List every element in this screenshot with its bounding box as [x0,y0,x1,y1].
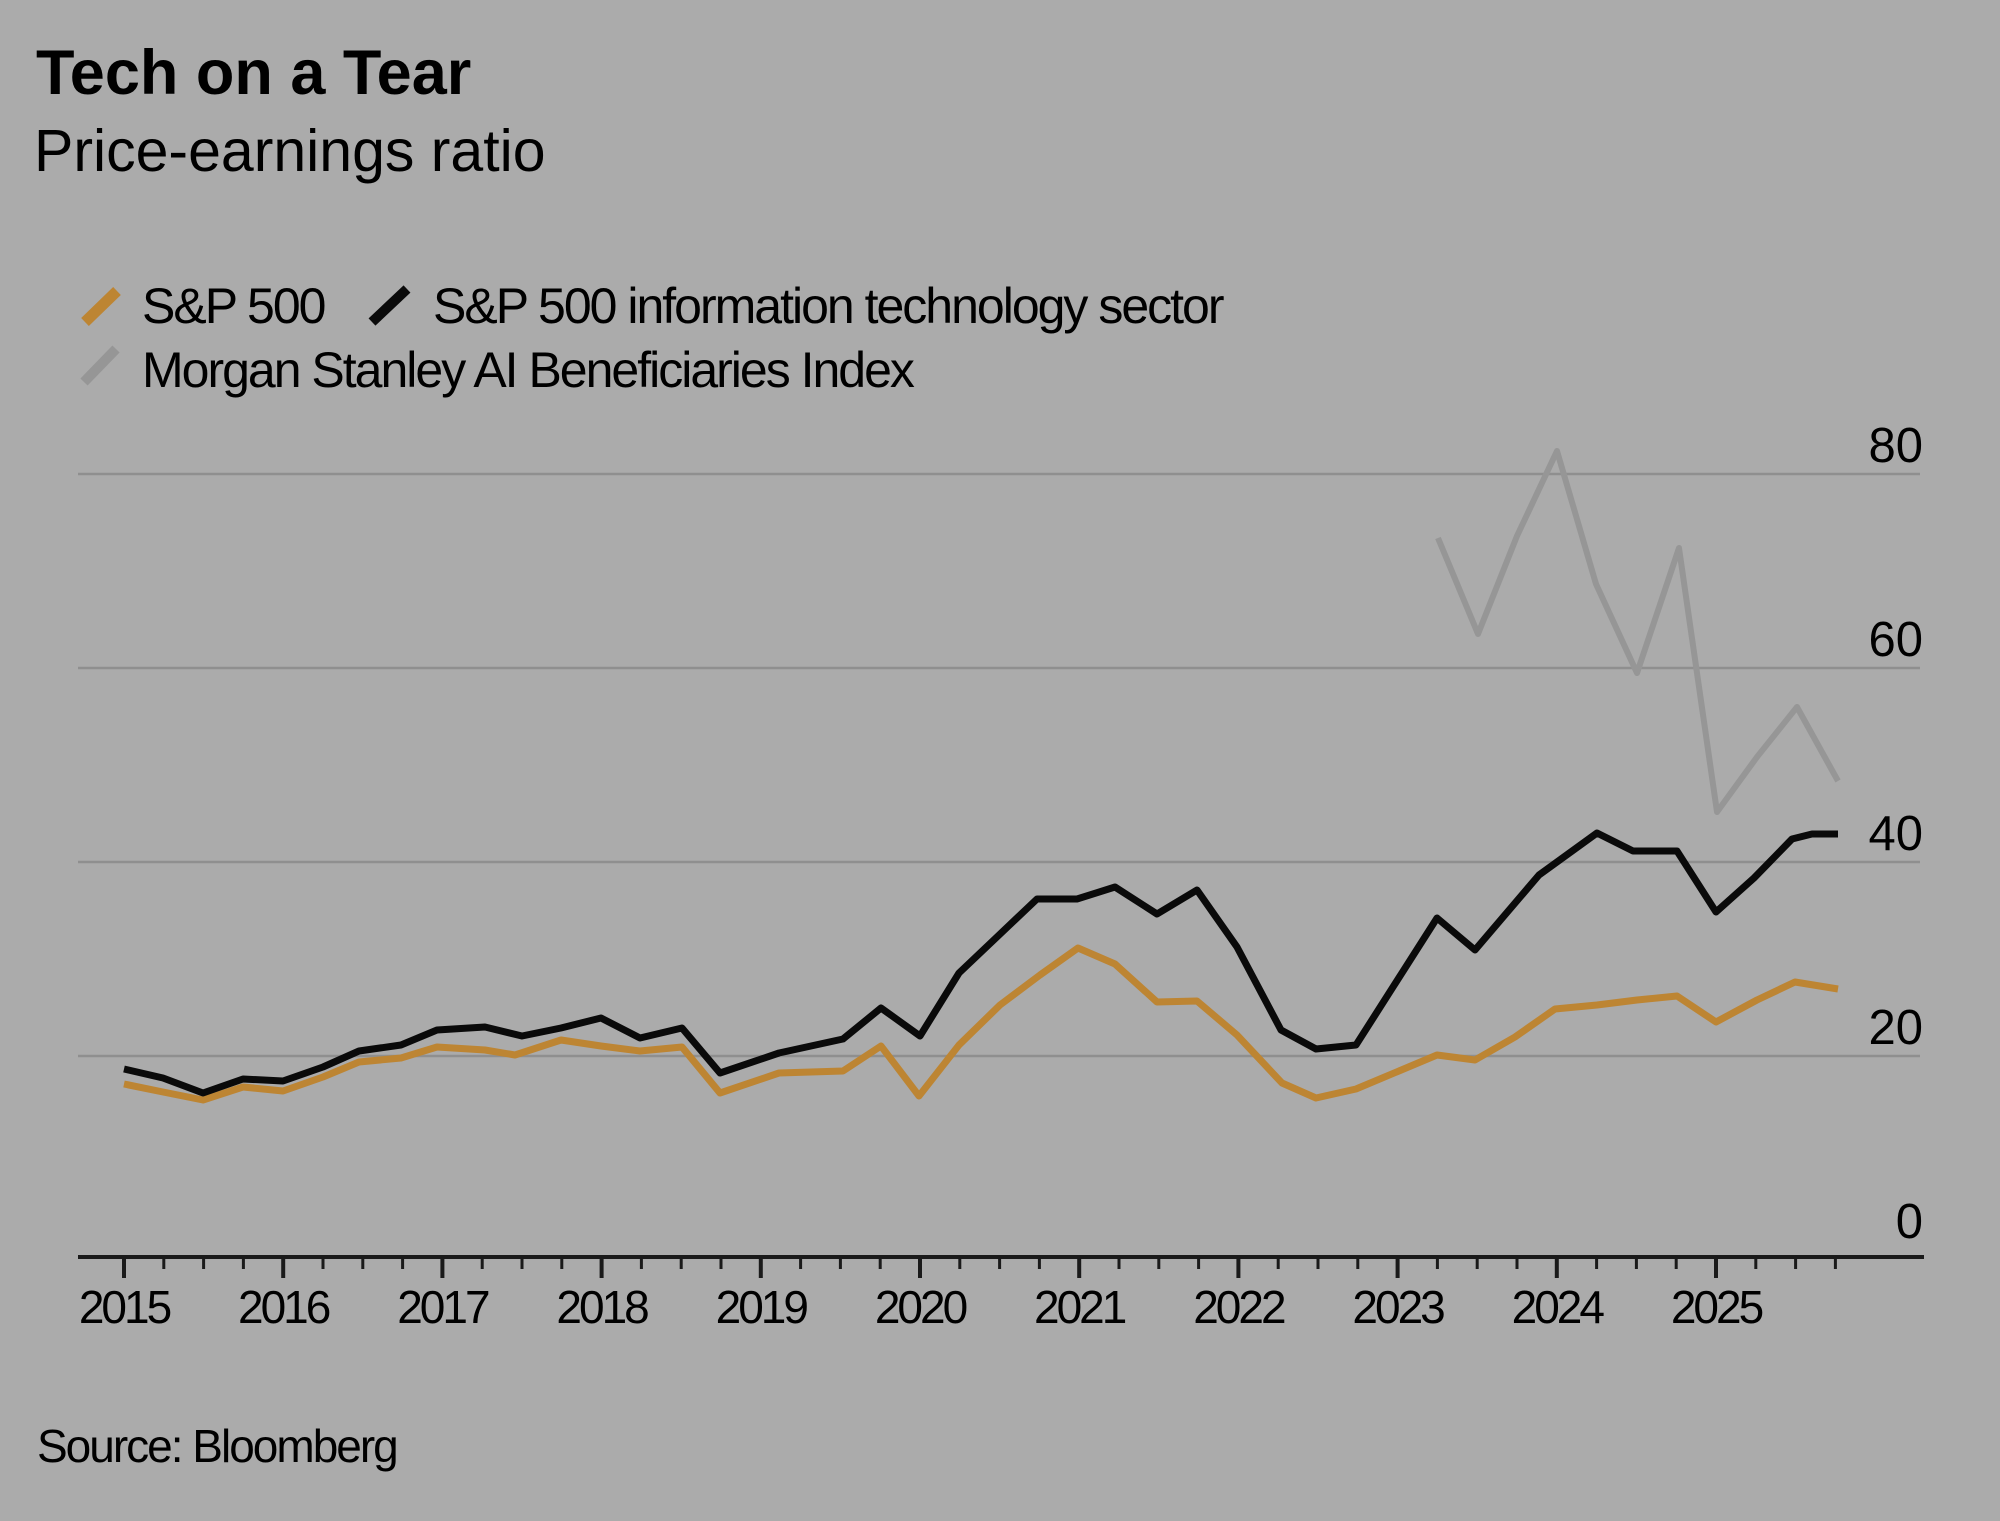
svg-text:60: 60 [1868,613,1923,667]
svg-text:Source: Bloomberg: Source: Bloomberg [37,1420,397,1472]
svg-text:S&P 500 information technology: S&P 500 information technology sector [433,278,1224,334]
svg-text:2019: 2019 [716,1281,808,1333]
svg-text:Price-earnings ratio: Price-earnings ratio [34,118,546,184]
svg-text:Tech on a Tear: Tech on a Tear [36,38,471,108]
svg-text:S&P 500: S&P 500 [142,278,325,334]
svg-text:2018: 2018 [556,1281,648,1333]
svg-text:0: 0 [1896,1195,1923,1249]
svg-text:80: 80 [1868,419,1923,473]
svg-text:2021: 2021 [1034,1281,1126,1333]
svg-text:2015: 2015 [79,1281,171,1333]
svg-text:Morgan Stanley AI Beneficiarie: Morgan Stanley AI Beneficiaries Index [142,342,915,398]
svg-text:2023: 2023 [1352,1281,1444,1333]
svg-text:2022: 2022 [1193,1281,1285,1333]
svg-text:2020: 2020 [875,1281,967,1333]
svg-text:2024: 2024 [1512,1281,1605,1333]
svg-text:2025: 2025 [1671,1281,1763,1333]
svg-text:2017: 2017 [397,1281,489,1333]
svg-text:40: 40 [1868,807,1923,861]
svg-text:2016: 2016 [238,1281,330,1333]
svg-text:20: 20 [1868,1001,1923,1055]
